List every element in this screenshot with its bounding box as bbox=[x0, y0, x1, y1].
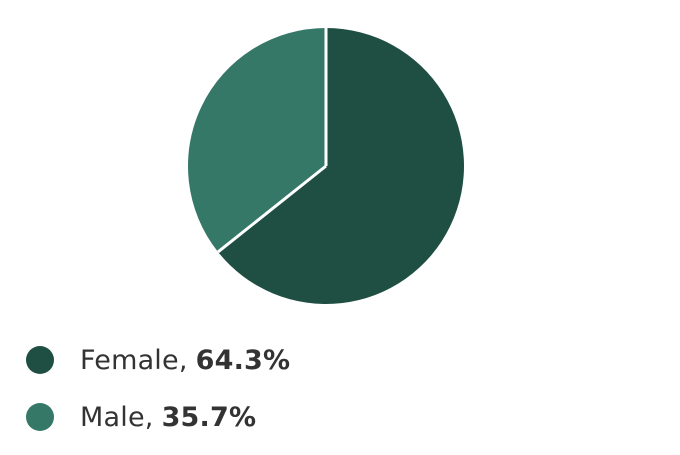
legend-label-male: Male, 35.7% bbox=[80, 402, 256, 433]
legend-item-female: Female, 64.3% bbox=[26, 340, 646, 380]
chart-legend: Female, 64.3% Male, 35.7% bbox=[26, 340, 646, 454]
legend-category-female: Female bbox=[80, 344, 179, 376]
legend-label-female: Female, 64.3% bbox=[80, 345, 290, 376]
pie-slice-separator bbox=[217, 164, 327, 254]
legend-category-male: Male bbox=[80, 401, 145, 433]
pie-slice-male bbox=[188, 28, 326, 252]
legend-value-male: 35.7% bbox=[161, 401, 257, 433]
legend-separator: , bbox=[144, 401, 154, 433]
legend-swatch-male bbox=[26, 403, 54, 431]
legend-separator: , bbox=[178, 344, 188, 376]
legend-value-female: 64.3% bbox=[195, 344, 291, 376]
legend-swatch-female bbox=[26, 346, 54, 374]
pie-slice-female bbox=[218, 28, 464, 304]
legend-item-male: Male, 35.7% bbox=[26, 397, 646, 437]
pie-chart bbox=[188, 28, 464, 304]
